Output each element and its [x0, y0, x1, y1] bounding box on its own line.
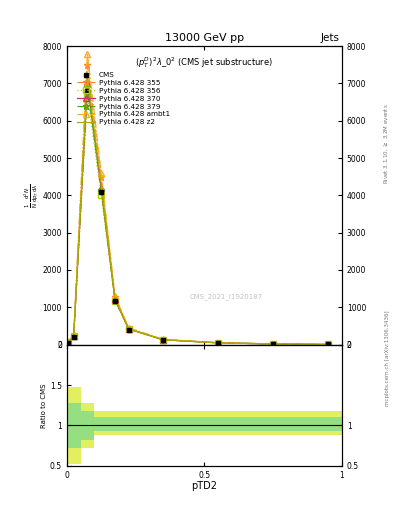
- Pythia 6.428 355: [326, 342, 331, 348]
- Text: CMS_2021_I1920187: CMS_2021_I1920187: [190, 293, 263, 300]
- Pythia 6.428 ambt1: [326, 342, 331, 348]
- Pythia 6.428 370: [72, 333, 76, 339]
- Text: Rivet 3.1.10, $\geq$ 3.2M events: Rivet 3.1.10, $\geq$ 3.2M events: [382, 103, 390, 184]
- Pythia 6.428 379: [99, 187, 104, 193]
- Line: Pythia 6.428 356: Pythia 6.428 356: [65, 92, 331, 347]
- Pythia 6.428 ambt1: [216, 339, 220, 346]
- Pythia 6.428 379: [161, 337, 165, 343]
- Pythia 6.428 356: [66, 339, 71, 345]
- Pythia 6.428 370: [85, 80, 90, 87]
- Pythia 6.428 356: [127, 326, 131, 332]
- Pythia 6.428 356: [161, 337, 165, 343]
- Pythia 6.428 ambt1: [161, 336, 165, 343]
- Y-axis label: $\frac{1}{\mathrm{N}}\,\frac{\mathrm{d}^2N}{\mathrm{d}p_T\,\mathrm{d}\lambda}$: $\frac{1}{\mathrm{N}}\,\frac{\mathrm{d}^…: [22, 183, 40, 208]
- Pythia 6.428 370: [161, 336, 165, 343]
- Pythia 6.428 355: [85, 61, 90, 68]
- Pythia 6.428 370: [113, 296, 118, 302]
- Pythia 6.428 z2: [216, 340, 220, 346]
- Pythia 6.428 ambt1: [66, 338, 71, 345]
- Pythia 6.428 379: [72, 333, 76, 339]
- Pythia 6.428 z2: [99, 181, 104, 187]
- Legend: CMS, Pythia 6.428 355, Pythia 6.428 356, Pythia 6.428 370, Pythia 6.428 379, Pyt: CMS, Pythia 6.428 355, Pythia 6.428 356,…: [76, 71, 172, 126]
- Pythia 6.428 ambt1: [271, 341, 275, 347]
- Pythia 6.428 ambt1: [127, 325, 131, 331]
- Pythia 6.428 z2: [127, 326, 131, 332]
- Pythia 6.428 z2: [85, 73, 90, 79]
- Line: Pythia 6.428 355: Pythia 6.428 355: [65, 61, 332, 348]
- Pythia 6.428 ambt1: [113, 293, 118, 299]
- Text: mcplots.cern.ch [arXiv:1306.3436]: mcplots.cern.ch [arXiv:1306.3436]: [385, 311, 390, 406]
- Pythia 6.428 355: [72, 333, 76, 339]
- Line: Pythia 6.428 379: Pythia 6.428 379: [65, 83, 332, 348]
- Pythia 6.428 370: [326, 342, 331, 348]
- Pythia 6.428 370: [271, 341, 275, 347]
- Pythia 6.428 370: [127, 326, 131, 332]
- Pythia 6.428 ambt1: [99, 170, 104, 176]
- Pythia 6.428 356: [85, 92, 90, 98]
- Pythia 6.428 ambt1: [85, 51, 90, 57]
- Pythia 6.428 370: [66, 339, 71, 345]
- Pythia 6.428 z2: [72, 333, 76, 339]
- X-axis label: pTD2: pTD2: [191, 481, 217, 491]
- Pythia 6.428 356: [113, 297, 118, 304]
- Line: Pythia 6.428 ambt1: Pythia 6.428 ambt1: [65, 51, 331, 347]
- Text: Jets: Jets: [321, 33, 340, 44]
- Pythia 6.428 355: [113, 294, 118, 300]
- Pythia 6.428 355: [161, 336, 165, 343]
- Pythia 6.428 356: [99, 193, 104, 199]
- Pythia 6.428 355: [127, 326, 131, 332]
- Pythia 6.428 ambt1: [72, 332, 76, 338]
- Pythia 6.428 z2: [271, 341, 275, 347]
- Pythia 6.428 355: [271, 341, 275, 347]
- Pythia 6.428 355: [216, 339, 220, 346]
- Pythia 6.428 356: [326, 342, 331, 348]
- Pythia 6.428 z2: [113, 295, 118, 302]
- Pythia 6.428 379: [127, 326, 131, 332]
- Pythia 6.428 379: [66, 339, 71, 345]
- Pythia 6.428 379: [271, 341, 275, 347]
- Pythia 6.428 355: [99, 174, 104, 180]
- Pythia 6.428 z2: [161, 336, 165, 343]
- Pythia 6.428 356: [72, 333, 76, 339]
- Pythia 6.428 379: [85, 84, 90, 90]
- Pythia 6.428 370: [99, 185, 104, 191]
- Pythia 6.428 z2: [66, 339, 71, 345]
- Line: Pythia 6.428 370: Pythia 6.428 370: [65, 80, 331, 347]
- Pythia 6.428 379: [113, 297, 118, 303]
- Pythia 6.428 356: [271, 341, 275, 347]
- Pythia 6.428 355: [66, 339, 71, 345]
- Pythia 6.428 356: [216, 340, 220, 346]
- Pythia 6.428 370: [216, 340, 220, 346]
- Line: Pythia 6.428 z2: Pythia 6.428 z2: [68, 76, 328, 345]
- Y-axis label: Ratio to CMS: Ratio to CMS: [41, 383, 47, 428]
- Pythia 6.428 379: [326, 342, 331, 348]
- Text: $(p_T^D)^2\lambda\_0^2$ (CMS jet substructure): $(p_T^D)^2\lambda\_0^2$ (CMS jet substru…: [136, 55, 273, 70]
- Pythia 6.428 379: [216, 340, 220, 346]
- Pythia 6.428 z2: [326, 342, 331, 348]
- Text: 13000 GeV pp: 13000 GeV pp: [165, 33, 244, 44]
